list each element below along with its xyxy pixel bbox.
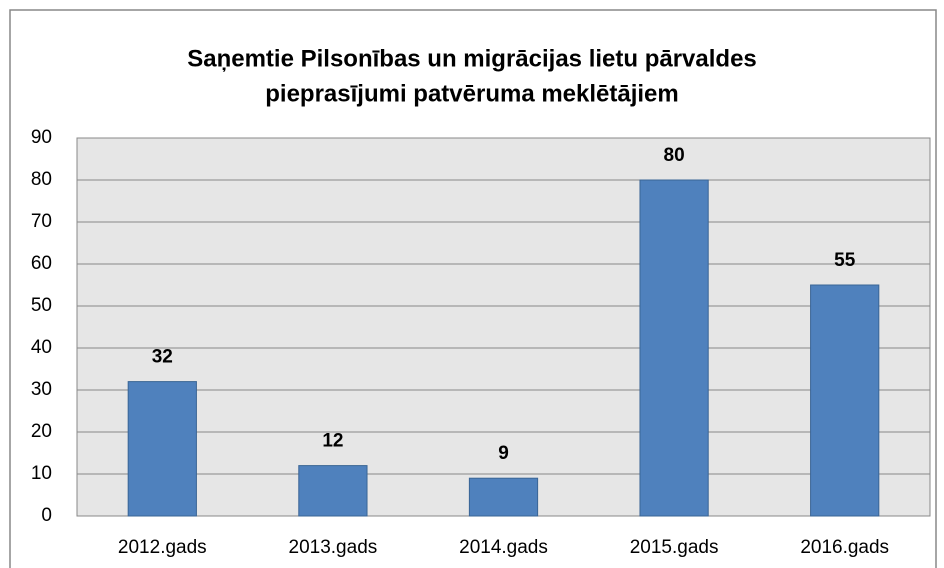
bar — [468, 477, 539, 517]
x-tick-label: 2014.gads — [459, 537, 548, 558]
chart-title: pieprasījumi patvēruma meklētājiem — [265, 80, 679, 107]
value-label: 80 — [664, 145, 685, 166]
bar — [639, 179, 709, 517]
bar — [127, 381, 197, 517]
y-tick-label: 50 — [31, 295, 52, 316]
value-label: 12 — [322, 431, 343, 452]
value-label: 55 — [834, 250, 856, 271]
y-tick-label: 40 — [31, 337, 52, 358]
bar — [810, 284, 880, 517]
y-tick-label: 90 — [31, 127, 52, 148]
y-tick-label: 30 — [31, 379, 52, 400]
y-tick-label: 70 — [31, 211, 52, 232]
y-tick-label: 20 — [31, 421, 52, 442]
y-tick-label: 80 — [31, 169, 52, 190]
value-label: 32 — [152, 347, 173, 368]
y-tick-label: 0 — [41, 505, 52, 526]
value-label: 9 — [498, 443, 509, 464]
y-tick-label: 60 — [31, 253, 52, 274]
x-tick-label: 2016.gads — [800, 537, 889, 558]
bar — [298, 465, 368, 517]
x-tick-label: 2012.gads — [118, 537, 207, 558]
y-tick-label: 10 — [31, 463, 52, 484]
x-tick-label: 2015.gads — [630, 537, 719, 558]
plot-area — [76, 137, 931, 517]
x-tick-label: 2013.gads — [289, 537, 378, 558]
chart-title: Saņemtie Pilsonības un migrācijas lietu … — [187, 45, 757, 72]
